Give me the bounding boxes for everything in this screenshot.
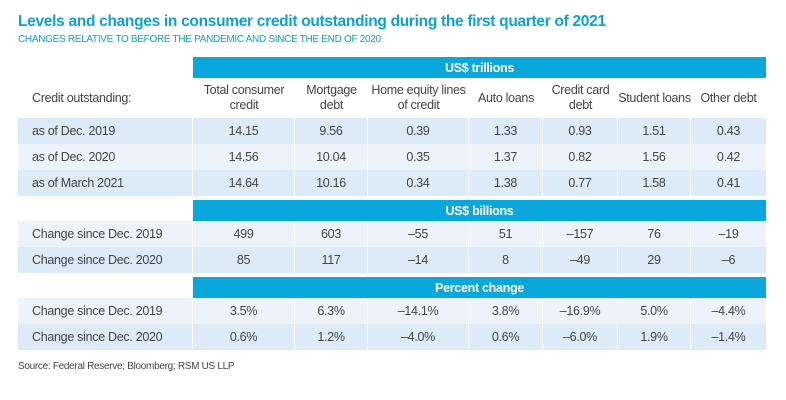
section-banner: US$ trillions (18, 57, 766, 78)
table-cell: 0.42 (691, 144, 766, 170)
table-cell: 3.8% (469, 298, 543, 324)
banner-spacer (18, 200, 193, 221)
table-cell: 10.04 (295, 144, 368, 170)
table-cell: 499 (193, 221, 295, 247)
row-label: Change since Dec. 2019 (18, 298, 193, 324)
table-cell: –19 (691, 221, 766, 247)
banner-label: US$ trillions (193, 57, 766, 78)
table-cell: 10.16 (295, 170, 368, 196)
table-cell: 14.64 (193, 170, 295, 196)
column-header: Home equity lines of credit (371, 83, 466, 112)
row-label: as of March 2021 (18, 170, 193, 196)
table-cell: 14.56 (193, 144, 295, 170)
table-subtitle: CHANGES RELATIVE TO BEFORE THE PANDEMIC … (18, 34, 381, 45)
row-label: as of Dec. 2020 (18, 144, 193, 170)
credit-table: US$ trillions Credit outstanding: Total co… (18, 57, 766, 350)
banner-label: Percent change (193, 277, 766, 298)
table-cell: 1.33 (469, 118, 543, 144)
table-row: as of Dec. 2019 14.15 9.56 0.39 1.33 0.93 1.51… (18, 118, 766, 144)
table-cell: 1.58 (618, 170, 691, 196)
table-cell: 1.56 (618, 144, 691, 170)
table-cell: 5.0% (618, 298, 691, 324)
table-cell: 603 (295, 221, 368, 247)
column-header-row: Credit outstanding: Total consumer credit… (18, 78, 766, 118)
table-cell: 29 (618, 247, 691, 273)
table-cell: 14.15 (193, 118, 295, 144)
table-row: as of March 2021 14.64 10.16 0.34 1.38 0.77 1.… (18, 170, 766, 196)
table-cell: 0.34 (368, 170, 469, 196)
table-cell: 1.38 (469, 170, 543, 196)
table-cell: 6.3% (295, 298, 368, 324)
table-cell: –55 (368, 221, 469, 247)
table-cell: –6 (691, 247, 766, 273)
table-cell: 85 (193, 247, 295, 273)
table-row: Change since Dec. 2019 499 603 –55 51 –157 76–… (18, 221, 766, 247)
row-label: as of Dec. 2019 (18, 118, 193, 144)
table-cell: 0.39 (368, 118, 469, 144)
section-banner: US$ billions (18, 200, 766, 221)
table-cell: 1.2% (295, 324, 368, 350)
table-cell: 0.6% (469, 324, 543, 350)
banner-spacer (18, 277, 193, 298)
table-row: Change since Dec. 2019 3.5% 6.3% –14.1% 3.8%… (18, 298, 766, 324)
table-cell: 0.41 (691, 170, 766, 196)
banner-spacer (18, 57, 193, 78)
table-cell: –6.0% (543, 324, 618, 350)
row-label: Change since Dec. 2019 (18, 221, 193, 247)
table-cell: –4.0% (368, 324, 469, 350)
table-cell: 0.43 (691, 118, 766, 144)
table-cell: 3.5% (193, 298, 295, 324)
row-label: Change since Dec. 2020 (18, 247, 193, 273)
table-cell: 1.51 (618, 118, 691, 144)
table-cell: 0.77 (543, 170, 618, 196)
table-cell: –14 (368, 247, 469, 273)
table-cell: –49 (543, 247, 618, 273)
table-row: Change since Dec. 2020 85 117 –14 8 –49 29 –6 (18, 247, 766, 273)
table-cell: 0.93 (543, 118, 618, 144)
table-cell: 117 (295, 247, 368, 273)
row-header-label: Credit outstanding: (32, 90, 132, 105)
column-header: Mortgage debt (306, 83, 357, 112)
table-cell: 0.82 (543, 144, 618, 170)
source-note: Source: Federal Reserve; Bloomberg; RSM … (18, 361, 235, 372)
table-cell: –16.9% (543, 298, 618, 324)
table-cell: 76 (618, 221, 691, 247)
table-cell: 1.9% (618, 324, 691, 350)
table-cell: 51 (469, 221, 543, 247)
table-cell: –157 (543, 221, 618, 247)
column-header: Student loans (618, 90, 691, 105)
table-cell: 1.37 (469, 144, 543, 170)
table-cell: –14.1% (368, 298, 469, 324)
column-header: Other debt (700, 90, 757, 105)
table-cell: 8 (469, 247, 543, 273)
column-header: Credit card debt (551, 83, 610, 112)
row-label: Change since Dec. 2020 (18, 324, 193, 350)
table-cell: –1.4% (691, 324, 766, 350)
table-cell: 0.6% (193, 324, 295, 350)
table-row: as of Dec. 2020 14.56 10.04 0.35 1.37 0.82 1.5… (18, 144, 766, 170)
column-header: Total consumer credit (203, 83, 285, 112)
table-cell: 0.35 (368, 144, 469, 170)
banner-label: US$ billions (193, 200, 766, 221)
table-title: Levels and changes in consumer credit ou… (18, 13, 606, 30)
table-cell: 9.56 (295, 118, 368, 144)
section-banner: Percent change (18, 277, 766, 298)
table-row: Change since Dec. 2020 0.6% 1.2% –4.0% 0.6% –… (18, 324, 766, 350)
column-header: Auto loans (477, 90, 535, 105)
table-cell: –4.4% (691, 298, 766, 324)
